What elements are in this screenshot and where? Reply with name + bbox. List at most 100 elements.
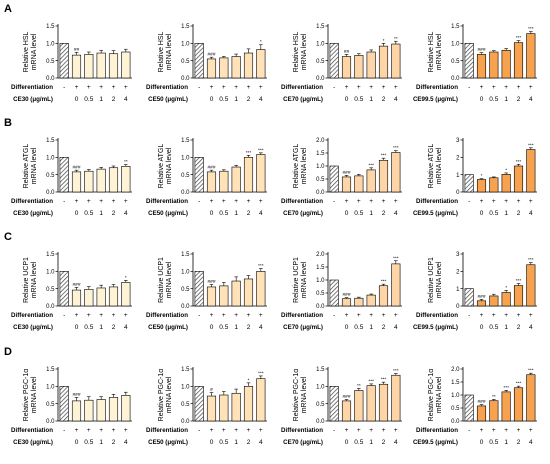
y-axis-label-line: Relative PGC-1α: [158, 369, 165, 422]
bar: [121, 395, 131, 422]
bar: [526, 374, 536, 422]
chart-d-1: Relative PGC-1αmRNA level 0.0 0.5 1.0 1.5 ###…: [11, 367, 132, 446]
dose-value: 1: [504, 210, 508, 217]
bar: [476, 54, 487, 79]
differentiation-sign: +: [504, 84, 508, 91]
differentiation-sign: +: [357, 427, 361, 434]
y-tick-label: 1.0: [451, 42, 460, 48]
y-axis-label: Relative HSLmRNA level: [158, 31, 173, 72]
y-axis-label-line: mRNA level: [301, 261, 308, 298]
differentiation-label: Differentiation: [146, 84, 188, 91]
significance-label: ***: [516, 35, 522, 41]
differentiation-sign: +: [247, 84, 251, 91]
y-axis-label: Relative ATGLmRNA level: [293, 144, 308, 189]
y-axis-label-line: mRNA level: [436, 376, 443, 413]
bar: [71, 400, 82, 422]
significance-label: ###: [477, 294, 485, 300]
differentiation-sign: +: [99, 427, 103, 434]
y-tick-label: 1.5: [181, 24, 190, 30]
y-axis-label-line: mRNA level: [31, 376, 38, 413]
dose-value: 2: [247, 210, 251, 217]
y-tick-label: 1.0: [181, 42, 190, 48]
differentiation-sign: +: [112, 312, 116, 319]
significance-label: ###: [207, 52, 215, 58]
control-bar: [464, 43, 474, 79]
y-axis-label-line: Relative UCP1: [158, 257, 165, 303]
dose-value: 2: [112, 324, 116, 331]
y-tick-label: 0.0: [181, 419, 190, 425]
dose-value: 0.5: [354, 210, 363, 217]
differentiation-sign: +: [112, 198, 116, 205]
bar: [513, 165, 524, 193]
y-tick-label: 1.0: [181, 156, 190, 162]
significance-label: ###: [342, 394, 350, 400]
y-tick-label: 0.0: [46, 76, 55, 82]
chart-c-3: Relative UCP1mRNA level 0.0 0.5 1.0 1.5 2.0 ##…: [281, 252, 402, 331]
differentiation-sign: +: [529, 84, 533, 91]
differentiation-sign: +: [75, 427, 79, 434]
significance-label: **: [394, 36, 398, 42]
differentiation-sign: +: [504, 427, 508, 434]
y-axis-label-line: mRNA level: [31, 261, 38, 298]
y-tick-label: 0.0: [316, 419, 325, 425]
differentiation-sign: +: [259, 427, 263, 434]
differentiation-sign: +: [394, 427, 398, 434]
differentiation-sign: -: [333, 427, 335, 434]
bar: [84, 399, 94, 422]
y-tick-label: 3: [456, 138, 460, 144]
control-bar: [329, 165, 339, 193]
y-axis-label-line: mRNA level: [301, 376, 308, 413]
significance-label: ***: [368, 378, 374, 384]
bar: [256, 49, 266, 79]
bar: [206, 171, 217, 193]
bar: [476, 179, 487, 193]
y-tick-label: 0.5: [181, 287, 190, 293]
dose-value: 2: [517, 210, 521, 217]
y-axis-label-line: mRNA level: [301, 33, 308, 70]
dose-value: 1: [99, 439, 103, 446]
chart-d-2: Relative PGC-1αmRNA level0.00.51.01.5#**…: [146, 367, 267, 446]
dose-value: 4: [394, 324, 398, 331]
differentiation-sign: +: [492, 427, 496, 434]
differentiation-sign: +: [247, 312, 251, 319]
differentiation-sign: +: [480, 84, 484, 91]
bar: [341, 298, 352, 307]
bar: [501, 292, 511, 307]
control-bar: [59, 43, 69, 79]
bar: [489, 177, 499, 193]
dose-value: 0.5: [489, 324, 498, 331]
chart-b-4: Relative ATGLmRNA level0123********Diffe…: [413, 138, 537, 217]
significance-label: *: [505, 285, 507, 291]
chart-c-2: Relative UCP1mRNA level 0.0 0.5 1.0 1.5 ### **…: [146, 252, 267, 331]
bar: [489, 51, 499, 79]
significance-label: **: [357, 383, 361, 389]
y-tick-label: 2.0: [316, 138, 325, 144]
y-axis-label: Relative PGC-1αmRNA level: [23, 369, 38, 422]
differentiation-sign: +: [234, 427, 238, 434]
bar: [391, 43, 401, 79]
y-tick-label: 1.5: [451, 24, 460, 30]
y-axis-label-line: Relative PGC-1α: [293, 369, 300, 422]
differentiation-sign: -: [333, 198, 335, 205]
dose-value: 4: [529, 210, 533, 217]
dose-value: 0: [480, 96, 484, 103]
y-axis-label-line: Relative UCP1: [428, 257, 435, 303]
differentiation-label: Differentiation: [281, 198, 323, 205]
y-tick-label: 1.0: [46, 385, 55, 391]
dose-value: 0: [75, 96, 79, 103]
dose-value: 2: [247, 324, 251, 331]
differentiation-sign: +: [517, 198, 521, 205]
bar: [96, 399, 106, 422]
dose-value: 0: [480, 210, 484, 217]
bar: [513, 387, 524, 422]
extract-dose-label: CE70 (μg/mL): [283, 96, 323, 103]
significance-label: ***: [528, 257, 534, 263]
extract-dose-label: CE50 (μg/mL): [148, 96, 188, 103]
y-tick-label: 1.0: [46, 270, 55, 276]
dose-value: 1: [369, 324, 373, 331]
dose-value: 1: [504, 439, 508, 446]
differentiation-sign: -: [198, 198, 200, 205]
dose-value: 0: [75, 324, 79, 331]
bar: [231, 56, 241, 79]
